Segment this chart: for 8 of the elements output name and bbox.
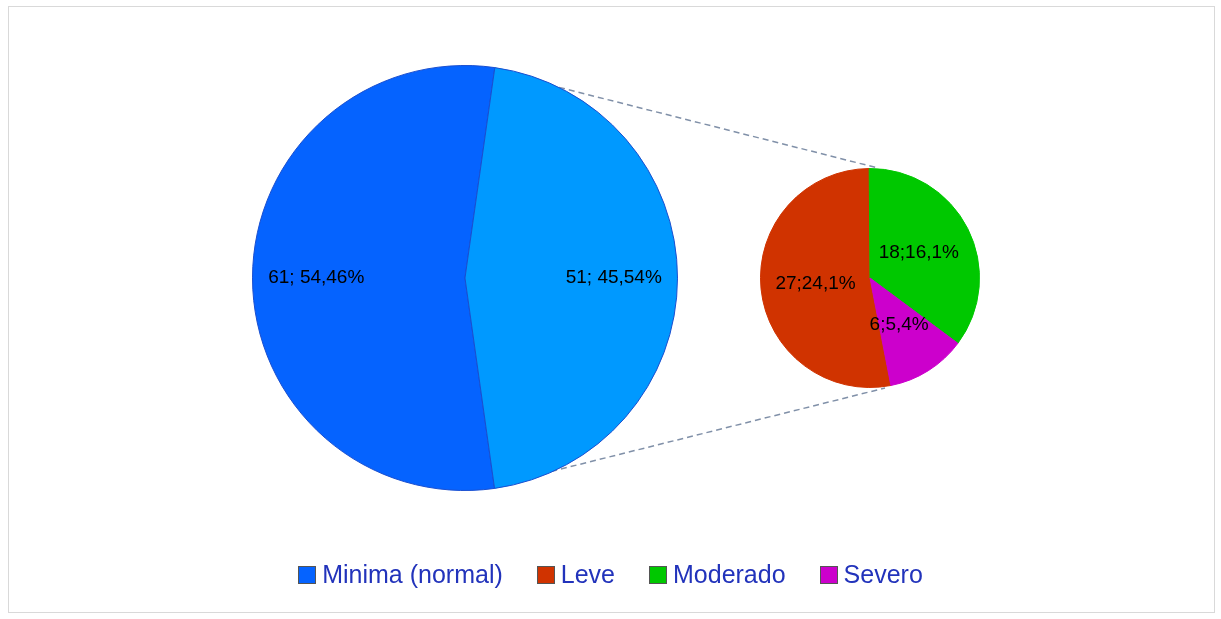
data-label: 18;16,1% [878,241,960,263]
data-label: 61; 54,46% [268,266,365,288]
legend-label: Severo [843,560,923,589]
legend-label: Moderado [673,560,786,589]
data-label: 27;24,1% [775,271,856,293]
legend-label: Leve [560,560,615,589]
legend-label: Minima (normal) [322,560,503,589]
data-label: 51; 45,54% [565,266,662,288]
